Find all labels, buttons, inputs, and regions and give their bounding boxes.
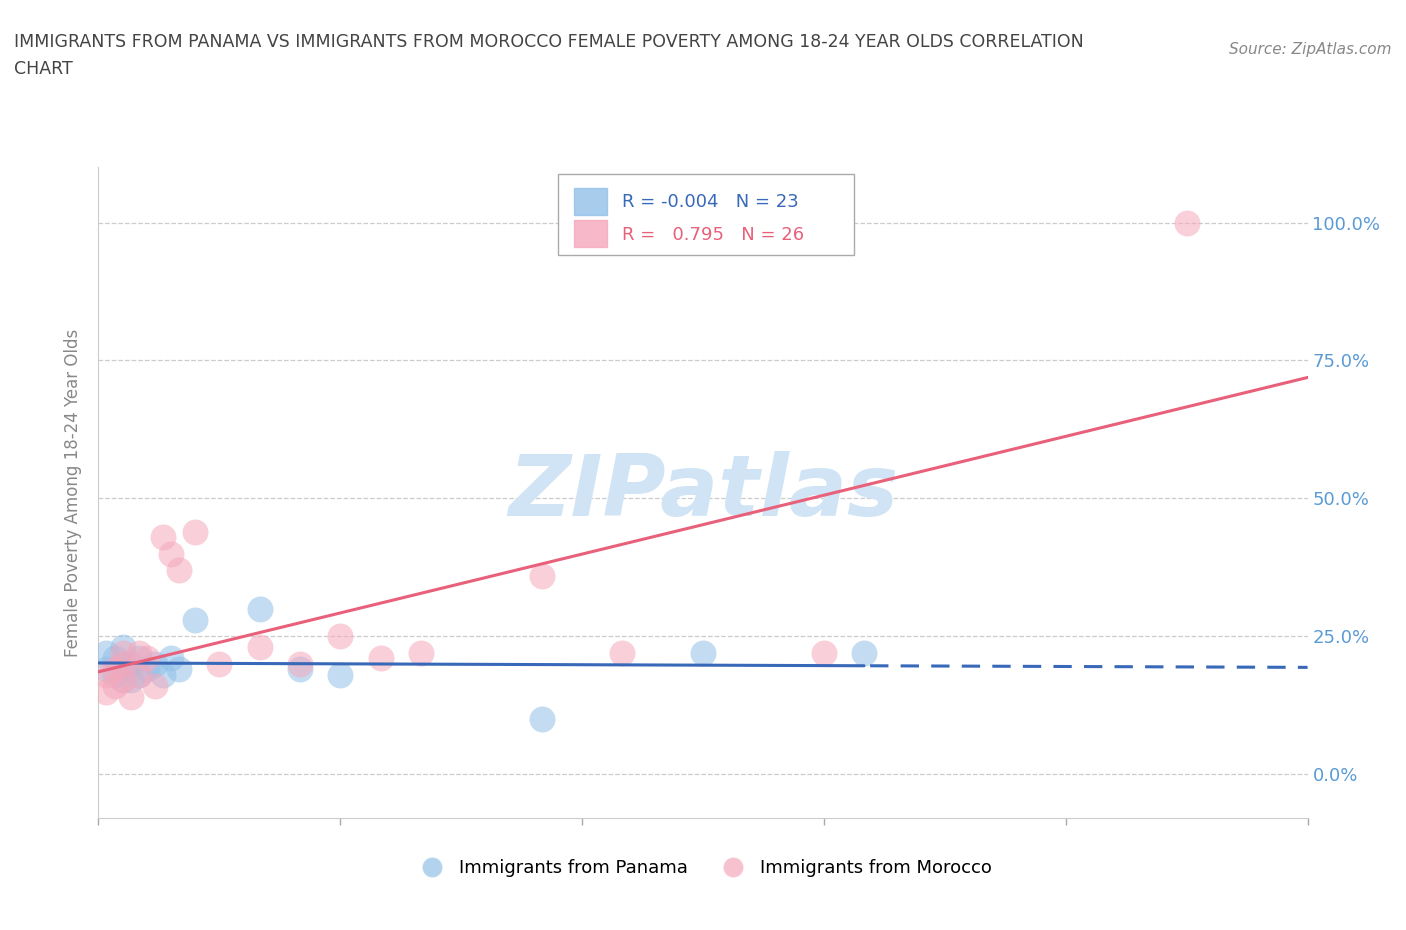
Point	[152, 668, 174, 683]
Point	[409, 645, 432, 660]
Point	[120, 689, 142, 704]
Point	[813, 645, 835, 660]
Point	[111, 640, 134, 655]
Point	[103, 679, 125, 694]
Bar	[574, 188, 607, 215]
Text: IMMIGRANTS FROM PANAMA VS IMMIGRANTS FROM MOROCCO FEMALE POVERTY AMONG 18-24 YEA: IMMIGRANTS FROM PANAMA VS IMMIGRANTS FRO…	[14, 33, 1084, 50]
Point	[96, 662, 118, 677]
Point	[96, 668, 118, 683]
Point	[530, 568, 553, 583]
Point	[329, 629, 352, 644]
Point	[167, 563, 190, 578]
Point	[208, 657, 231, 671]
Point	[160, 546, 183, 561]
Point	[530, 711, 553, 726]
Point	[143, 657, 166, 671]
Point	[111, 645, 134, 660]
Point	[103, 668, 125, 683]
Text: R = -0.004   N = 23: R = -0.004 N = 23	[621, 193, 799, 211]
Point	[370, 651, 392, 666]
Point	[111, 657, 134, 671]
Point	[160, 651, 183, 666]
Text: Source: ZipAtlas.com: Source: ZipAtlas.com	[1229, 42, 1392, 57]
Point	[288, 657, 311, 671]
FancyBboxPatch shape	[558, 174, 855, 256]
Point	[288, 662, 311, 677]
Point	[612, 645, 634, 660]
Point	[143, 679, 166, 694]
Point	[128, 651, 150, 666]
Point	[152, 529, 174, 544]
Point	[853, 645, 876, 660]
Text: ZIPatlas: ZIPatlas	[508, 451, 898, 535]
Point	[692, 645, 714, 660]
Point	[1175, 215, 1198, 230]
Point	[184, 525, 207, 539]
Point	[135, 651, 157, 666]
Point	[329, 668, 352, 683]
Point	[135, 662, 157, 677]
Point	[96, 684, 118, 699]
Point	[167, 662, 190, 677]
Y-axis label: Female Poverty Among 18-24 Year Olds: Female Poverty Among 18-24 Year Olds	[65, 329, 83, 657]
Point	[249, 640, 271, 655]
Point	[96, 645, 118, 660]
Point	[120, 673, 142, 688]
Point	[249, 602, 271, 617]
Point	[111, 657, 134, 671]
Point	[184, 612, 207, 627]
Point	[128, 668, 150, 683]
Point	[111, 673, 134, 688]
Bar	[574, 220, 607, 247]
Point	[128, 645, 150, 660]
Point	[120, 657, 142, 671]
Point	[103, 662, 125, 677]
Point	[103, 651, 125, 666]
Text: CHART: CHART	[14, 60, 73, 78]
Point	[128, 668, 150, 683]
Legend: Immigrants from Panama, Immigrants from Morocco: Immigrants from Panama, Immigrants from …	[406, 852, 1000, 884]
Text: R =   0.795   N = 26: R = 0.795 N = 26	[621, 226, 804, 244]
Point	[111, 673, 134, 688]
